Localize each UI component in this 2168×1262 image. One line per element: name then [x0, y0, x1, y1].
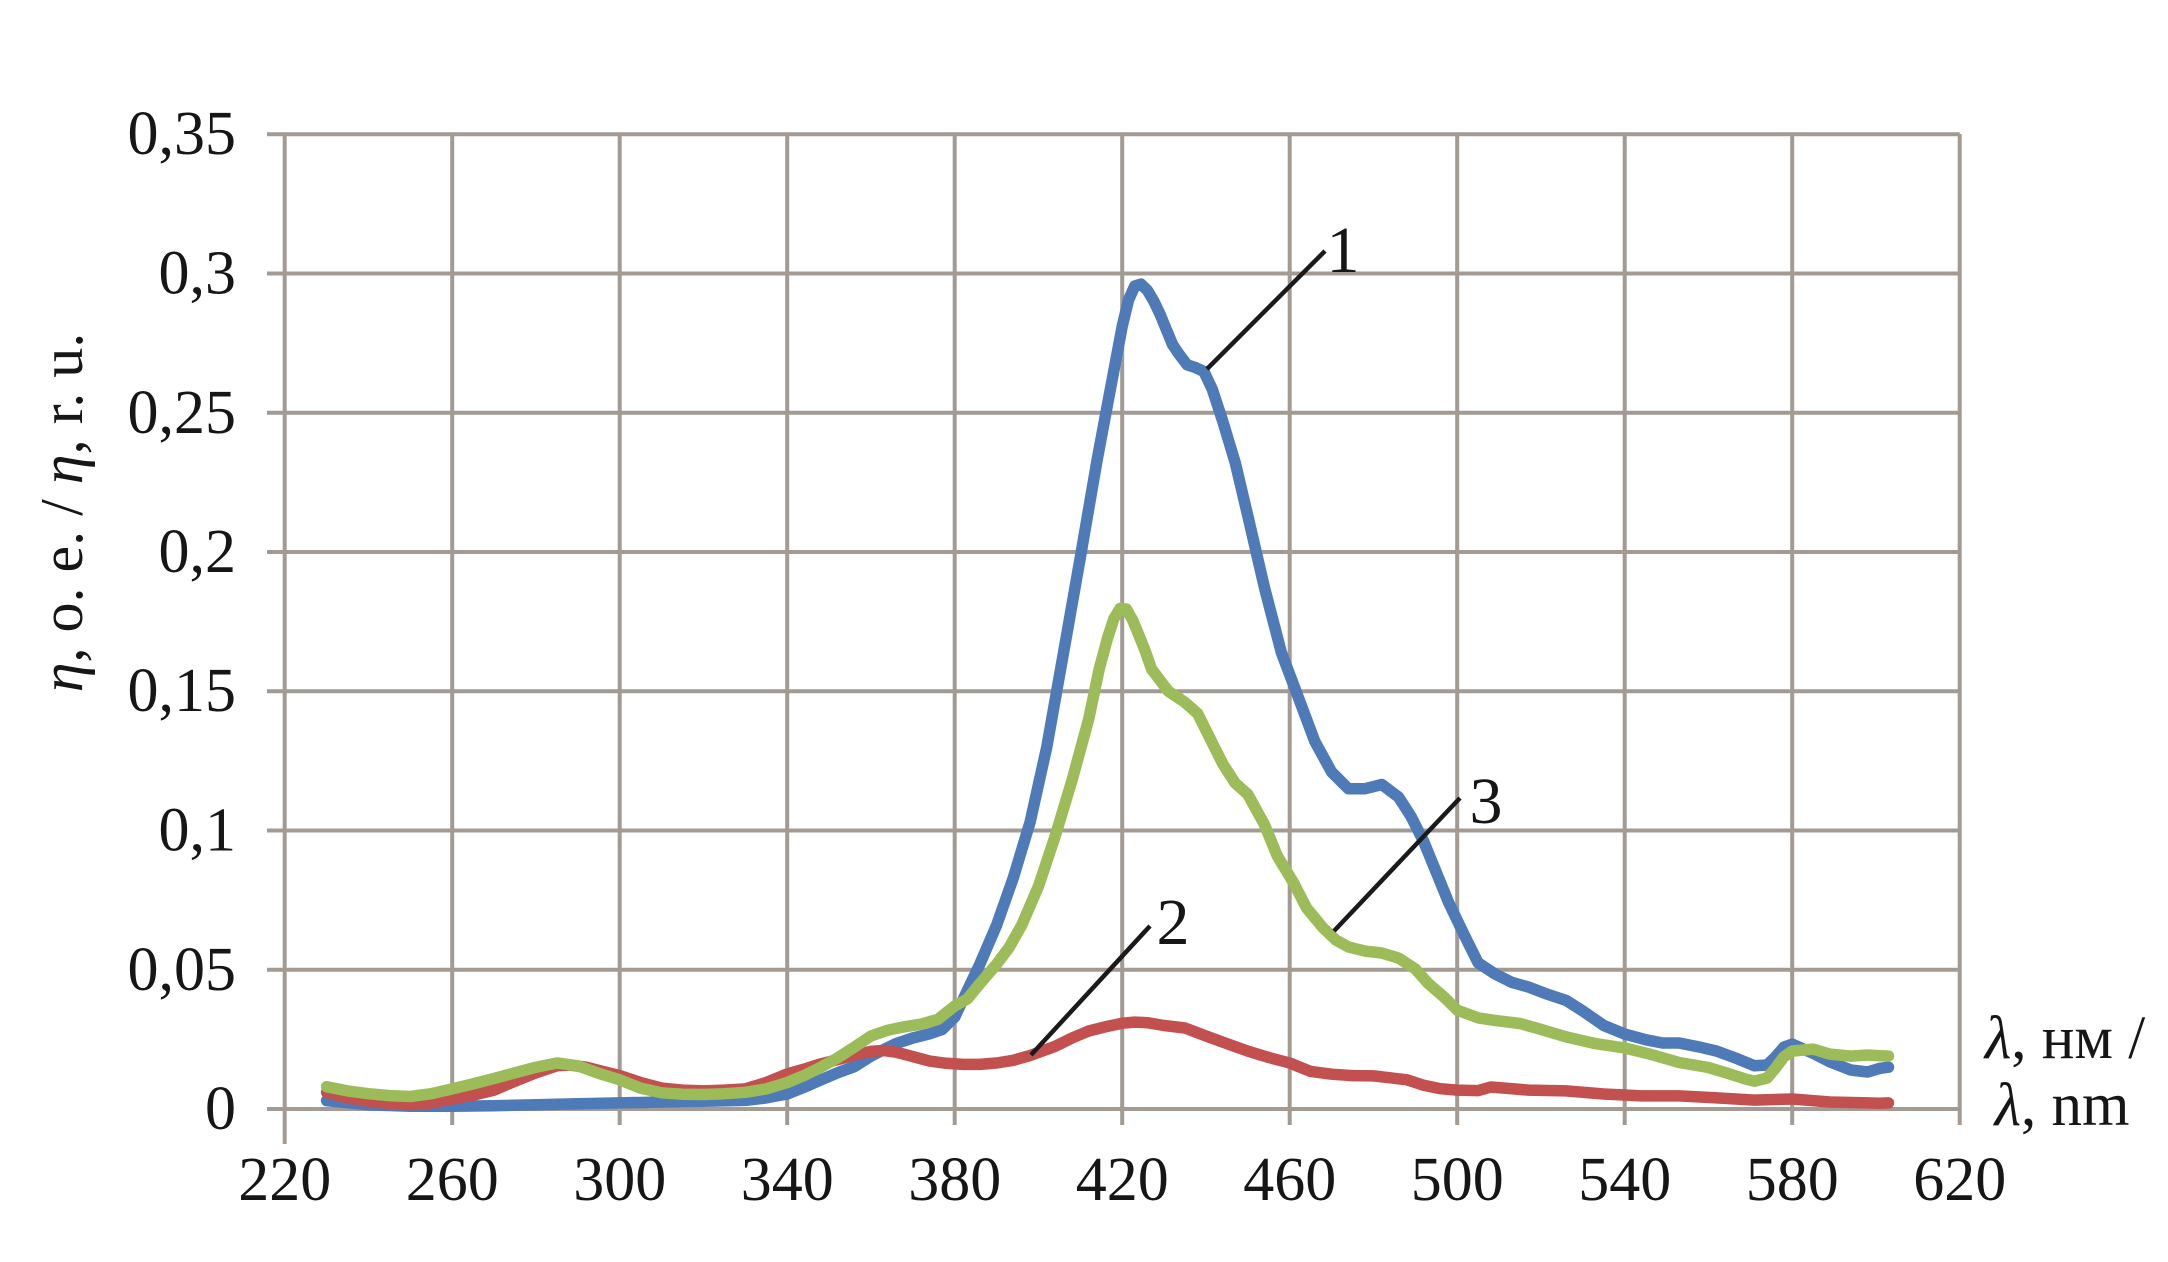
svg-text:260: 260: [406, 1146, 499, 1214]
svg-text:0,2: 0,2: [159, 518, 237, 586]
svg-text:420: 420: [1076, 1146, 1169, 1214]
svg-text:620: 620: [1913, 1146, 2006, 1214]
svg-text:2: 2: [1157, 886, 1190, 959]
svg-text:0,1: 0,1: [159, 797, 237, 865]
svg-text:0,3: 0,3: [159, 240, 237, 308]
svg-text:500: 500: [1411, 1146, 1504, 1214]
svg-text:380: 380: [908, 1146, 1001, 1214]
svg-text:460: 460: [1243, 1146, 1336, 1214]
svg-text:0,15: 0,15: [128, 657, 237, 725]
svg-text:0: 0: [205, 1075, 236, 1143]
svg-text:0,25: 0,25: [128, 379, 237, 447]
svg-text:580: 580: [1746, 1146, 1839, 1214]
svg-text:220: 220: [238, 1146, 331, 1214]
svg-text:η, o. e. / η, r. u.: η, o. e. / η, r. u.: [29, 333, 95, 693]
svg-text:300: 300: [573, 1146, 666, 1214]
svg-text:λ, nm: λ, nm: [1993, 1072, 2130, 1139]
svg-text:0,35: 0,35: [128, 100, 237, 168]
svg-text:0,05: 0,05: [128, 936, 237, 1004]
svg-text:540: 540: [1578, 1146, 1671, 1214]
svg-text:1: 1: [1327, 214, 1360, 287]
svg-text:3: 3: [1470, 765, 1503, 838]
svg-text:λ, нм /: λ, нм /: [1983, 1005, 2145, 1072]
svg-text:340: 340: [741, 1146, 834, 1214]
